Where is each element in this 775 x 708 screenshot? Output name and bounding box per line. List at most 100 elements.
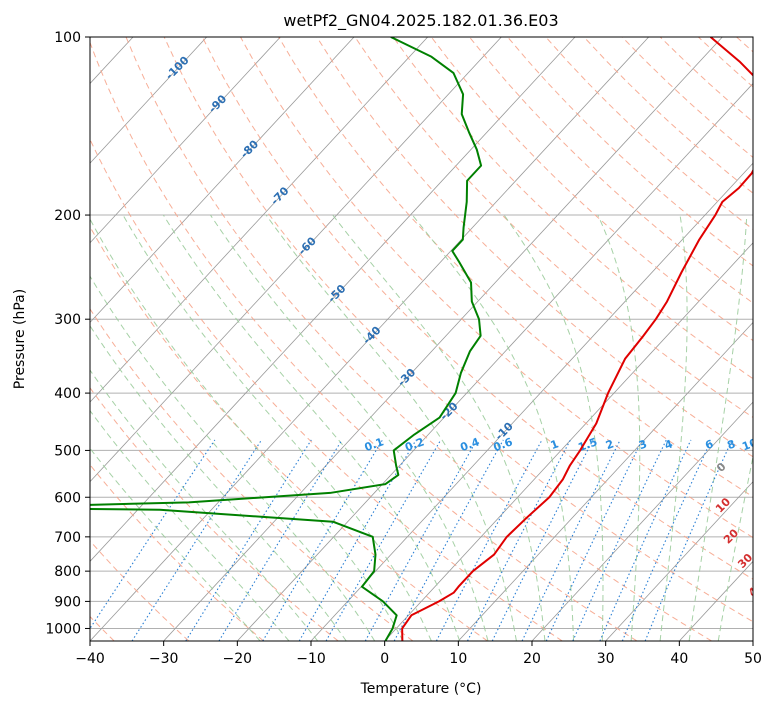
dry-adiabat-line — [90, 540, 190, 641]
x-tick-label: −20 — [223, 651, 253, 667]
dry-adiabat-line — [392, 37, 753, 380]
isotherm-line — [458, 321, 753, 641]
y-tick-label: 700 — [54, 530, 81, 546]
moist-adiabat-line — [90, 447, 261, 641]
moist-adiabat-line — [90, 218, 404, 641]
mixing-ratio-line — [262, 439, 383, 641]
isotherm-line — [90, 37, 428, 403]
mixing-ratio-label: 0.6 — [492, 435, 515, 454]
moist-adiabat-line — [717, 454, 753, 641]
mixing-ratio-line — [467, 439, 571, 641]
isotherm-line — [605, 481, 753, 641]
moist-adiabat-line — [332, 214, 546, 641]
y-tick-label: 1000 — [45, 621, 81, 637]
mixing-ratio-line — [364, 439, 478, 641]
x-tick-label: 30 — [597, 651, 615, 667]
dry-adiabat-line — [240, 37, 753, 539]
x-tick-label: −30 — [149, 651, 179, 667]
dry-adiabat-line — [316, 37, 753, 458]
x-tick-label: −40 — [75, 651, 105, 667]
x-tick-label: 0 — [380, 651, 389, 667]
axes: −40 −30 −20 −10 0 10 20 30 40 50 1000 900 800 700 600 5… — [45, 30, 762, 667]
isotherm-line — [531, 401, 753, 641]
y-tick-label: 400 — [54, 386, 81, 402]
mixing-ratio-line — [491, 439, 594, 641]
mixing-ratio-label: 10 — [740, 436, 759, 454]
mixing-ratio-label: 1.5 — [576, 435, 599, 454]
y-axis-label: Pressure (hPa) — [12, 289, 28, 389]
mixing-ratio-line — [572, 439, 667, 641]
x-tick-label: −10 — [296, 651, 326, 667]
isotherm-line — [90, 37, 355, 324]
y-tick-label: 200 — [54, 208, 81, 224]
dry-adiabat-line — [469, 37, 753, 304]
mixing-ratio-line — [298, 439, 417, 641]
dry-adiabat-line — [90, 41, 638, 641]
moist-adiabat-line — [162, 214, 461, 641]
mixing-ratio-line — [644, 439, 733, 641]
mixing-ratio-line — [393, 439, 504, 641]
mixing-ratio-line — [218, 439, 343, 641]
dry-adiabat-line — [278, 37, 753, 498]
isotherm-line — [90, 37, 576, 562]
plot-frame — [89, 36, 754, 642]
moist-adiabat-line — [265, 214, 517, 641]
dry-adiabat-line — [163, 37, 753, 623]
dry-adiabat-line — [90, 138, 563, 641]
moist-adiabat-line — [90, 324, 347, 641]
mixing-ratio-label: 0.4 — [458, 435, 481, 454]
mixing-ratio-label: 0.2 — [403, 435, 426, 454]
mixing-ratio-line — [599, 439, 692, 641]
mixing-ratio-label: 3 — [637, 437, 649, 452]
mixing-ratio-label: 2 — [604, 437, 616, 452]
isotherm-line — [90, 37, 281, 244]
x-axis-label: Temperature (°C) — [360, 681, 482, 697]
x-tick-label: 40 — [670, 651, 688, 667]
isotherm-line — [90, 37, 649, 641]
dry-adiabat-line — [90, 225, 488, 641]
moist-adiabat-line — [659, 214, 688, 641]
dry-adiabat-line — [354, 37, 753, 419]
chart-title: wetPf2_GN04.2025.182.01.36.E03 — [283, 11, 558, 31]
moist-adiabat-label: 40 — [746, 579, 766, 599]
temperature-profile-line — [401, 37, 753, 641]
x-tick-label: 10 — [449, 651, 467, 667]
x-tick-label: 20 — [523, 651, 541, 667]
x-tick-label: 50 — [744, 651, 762, 667]
mixing-ratio-label: 1 — [549, 437, 561, 452]
moist-adiabat-line — [503, 214, 604, 641]
y-tick-label: 800 — [54, 564, 81, 580]
isotherm-line — [90, 37, 502, 483]
moist-adiabat-line — [411, 214, 575, 641]
y-tick-label: 600 — [54, 490, 81, 506]
moist-adiabat-line — [90, 409, 290, 641]
moist-adiabat-line — [688, 215, 748, 641]
mixing-ratio-label: 8 — [726, 437, 738, 452]
mixing-ratio-label: 6 — [703, 437, 715, 452]
dry-adiabat-line — [201, 37, 753, 580]
sounding-series — [90, 37, 753, 641]
mixing-ratio-label: 4 — [663, 437, 675, 452]
mixing-ratio-line — [325, 439, 442, 641]
y-tick-label: 300 — [54, 312, 81, 328]
y-tick-label: 500 — [54, 443, 81, 459]
mixing-ratio-line — [131, 439, 262, 641]
moist-adiabat-line — [210, 214, 489, 641]
dry-adiabat-line — [90, 464, 264, 641]
isotherm-line — [384, 242, 753, 641]
mixing-ratio-line — [621, 439, 712, 641]
dry-adiabat-line — [430, 37, 753, 342]
mixing-ratio-line — [185, 439, 312, 641]
mixing-ratio-label: 0.1 — [363, 435, 386, 454]
isotherm-line — [90, 37, 207, 164]
dry-adiabat-line — [125, 37, 712, 641]
background-lines — [90, 37, 753, 641]
y-tick-label: 100 — [54, 30, 81, 46]
isotherm-line — [163, 37, 723, 641]
dewpoint-profile-line — [90, 37, 483, 641]
moist-adiabat-line — [122, 214, 432, 641]
mixing-ratio-line — [90, 439, 216, 630]
